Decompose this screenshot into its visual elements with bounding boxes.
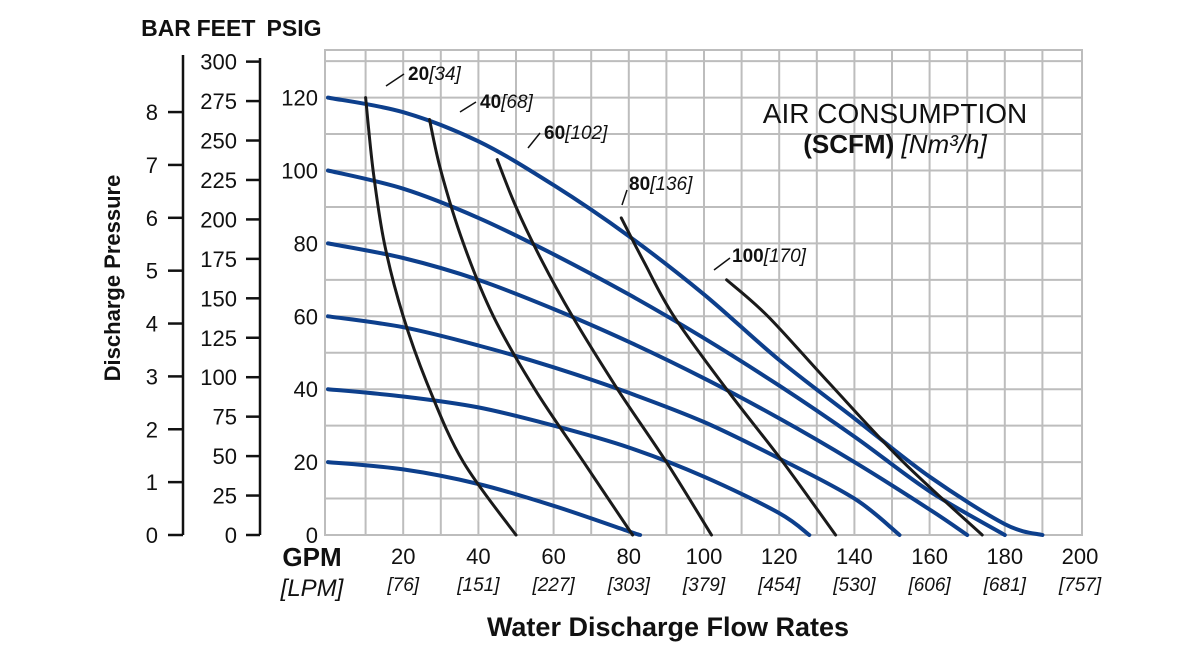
x-tick-label-lpm: [76]	[386, 575, 419, 596]
x-unit-gpm: GPM	[282, 542, 341, 572]
feet-tick-label: 175	[200, 247, 237, 272]
legend-subtitle: (SCFM) [Nm³/h]	[803, 129, 987, 159]
pressure-curve-60-psig	[326, 314, 902, 537]
psig-tick-label: 0	[306, 523, 318, 548]
x-tick-label-gpm: 40	[466, 544, 490, 569]
feet-tick-label: 125	[200, 326, 237, 351]
x-tick-label-lpm: [151]	[456, 575, 500, 596]
air-curve-labels: 20[34] 40[68] 60[102] 80[136] 100[170]	[385, 64, 807, 271]
bar-tick-label: 7	[146, 153, 158, 178]
feet-tick-label: 275	[200, 89, 237, 114]
air-curve-label: 60[102]	[544, 123, 608, 144]
x-tick-label-lpm: [681]	[983, 575, 1027, 596]
air-curve-60-scfm	[495, 158, 713, 537]
legend-subtitle-italic: [Nm³/h]	[900, 129, 987, 159]
air-curve-label: 100[170]	[732, 246, 807, 267]
air-curve-label-scfm: 100	[732, 246, 764, 267]
air-curve-label-metric: [136]	[649, 174, 693, 195]
bar-tick-label: 1	[146, 470, 158, 495]
x-tick-label-gpm: 80	[617, 544, 641, 569]
air-consumption-curves	[364, 96, 984, 537]
x-axis-title: Water Discharge Flow Rates	[487, 612, 849, 642]
air-curve-label: 20[34]	[408, 64, 462, 85]
air-curve-label-metric: [68]	[500, 92, 533, 113]
air-curve-label-scfm: 20	[408, 64, 429, 85]
air-curve-label-metric: [102]	[564, 123, 608, 144]
pressure-curve-120-psig	[326, 95, 1045, 537]
psig-tick-label: 120	[281, 86, 318, 111]
feet-tick-label: 0	[225, 523, 237, 548]
psig-axis-header: PSIG	[267, 15, 322, 41]
x-tick-label-lpm: [757]	[1058, 575, 1102, 596]
air-label-leader	[385, 73, 405, 87]
pressure-curve-80-psig	[326, 241, 970, 537]
psig-tick-label: 80	[294, 231, 318, 256]
feet-axis-header: FEET	[197, 15, 256, 41]
x-tick-label-lpm: [227]	[531, 575, 575, 596]
feet-tick-label: 100	[200, 365, 237, 390]
feet-tick-label: 300	[200, 50, 237, 75]
air-curve-40-scfm	[428, 118, 635, 537]
feet-tick-label: 250	[200, 129, 237, 154]
x-tick-label-gpm: 200	[1062, 544, 1099, 569]
air-label-leader	[459, 101, 477, 113]
air-curve-label-metric: [170]	[763, 246, 807, 267]
bar-tick-label: 0	[146, 523, 158, 548]
feet-tick-label: 200	[200, 207, 237, 232]
air-curve-label-scfm: 40	[480, 92, 501, 113]
x-tick-label-lpm: [303]	[607, 575, 651, 596]
x-tick-label-lpm: [454]	[757, 575, 801, 596]
x-tick-label-gpm: 160	[911, 544, 948, 569]
feet-tick-label: 225	[200, 168, 237, 193]
air-curve-20-scfm	[364, 96, 518, 537]
x-tick-label-gpm: 120	[761, 544, 798, 569]
air-curve-100-scfm	[725, 278, 984, 537]
x-tick-label-lpm: [530]	[832, 575, 876, 596]
psig-tick-label: 100	[281, 159, 318, 184]
y-axis-title: Discharge Pressure	[100, 175, 125, 382]
x-tick-label-lpm: [379]	[682, 575, 726, 596]
legend-subtitle-bold: (SCFM)	[803, 129, 894, 159]
x-tick-label-gpm: 100	[686, 544, 723, 569]
x-tick-label-gpm: 20	[391, 544, 415, 569]
x-tick-label-gpm: 180	[986, 544, 1023, 569]
feet-tick-label: 50	[213, 444, 237, 469]
bar-tick-label: 5	[146, 259, 158, 284]
x-tick-label-gpm: 140	[836, 544, 873, 569]
air-consumption-legend: AIR CONSUMPTION (SCFM) [Nm³/h]	[763, 98, 1027, 159]
feet-tick-label: 75	[213, 405, 237, 430]
bar-tick-label: 2	[146, 417, 158, 442]
feet-tick-label: 25	[213, 484, 237, 509]
axes: 0123456780255075100125150175200225250275…	[146, 50, 1102, 596]
bar-tick-label: 4	[146, 312, 158, 337]
bar-tick-label: 6	[146, 206, 158, 231]
psig-tick-label: 60	[294, 304, 318, 329]
psig-tick-label: 40	[294, 377, 318, 402]
air-curve-label-scfm: 60	[544, 123, 565, 144]
x-unit-lpm: [LPM]	[280, 575, 345, 602]
air-curve-label: 80[136]	[629, 174, 693, 195]
bar-axis-header: BAR	[141, 15, 191, 41]
air-curve-label-metric: [34]	[428, 64, 461, 85]
air-label-leader	[713, 257, 731, 271]
feet-tick-label: 150	[200, 286, 237, 311]
x-tick-label-gpm: 60	[541, 544, 565, 569]
air-curve-label: 40[68]	[480, 92, 534, 113]
legend-title: AIR CONSUMPTION	[763, 98, 1027, 129]
bar-tick-label: 3	[146, 364, 158, 389]
air-curve-80-scfm	[619, 216, 838, 537]
air-label-leader	[621, 189, 628, 206]
x-tick-label-lpm: [606]	[907, 575, 951, 596]
bar-tick-label: 8	[146, 100, 158, 125]
pressure-curve-40-psig	[326, 387, 812, 537]
psig-tick-label: 20	[294, 450, 318, 475]
air-label-leader	[527, 132, 541, 149]
air-curve-label-scfm: 80	[629, 174, 650, 195]
